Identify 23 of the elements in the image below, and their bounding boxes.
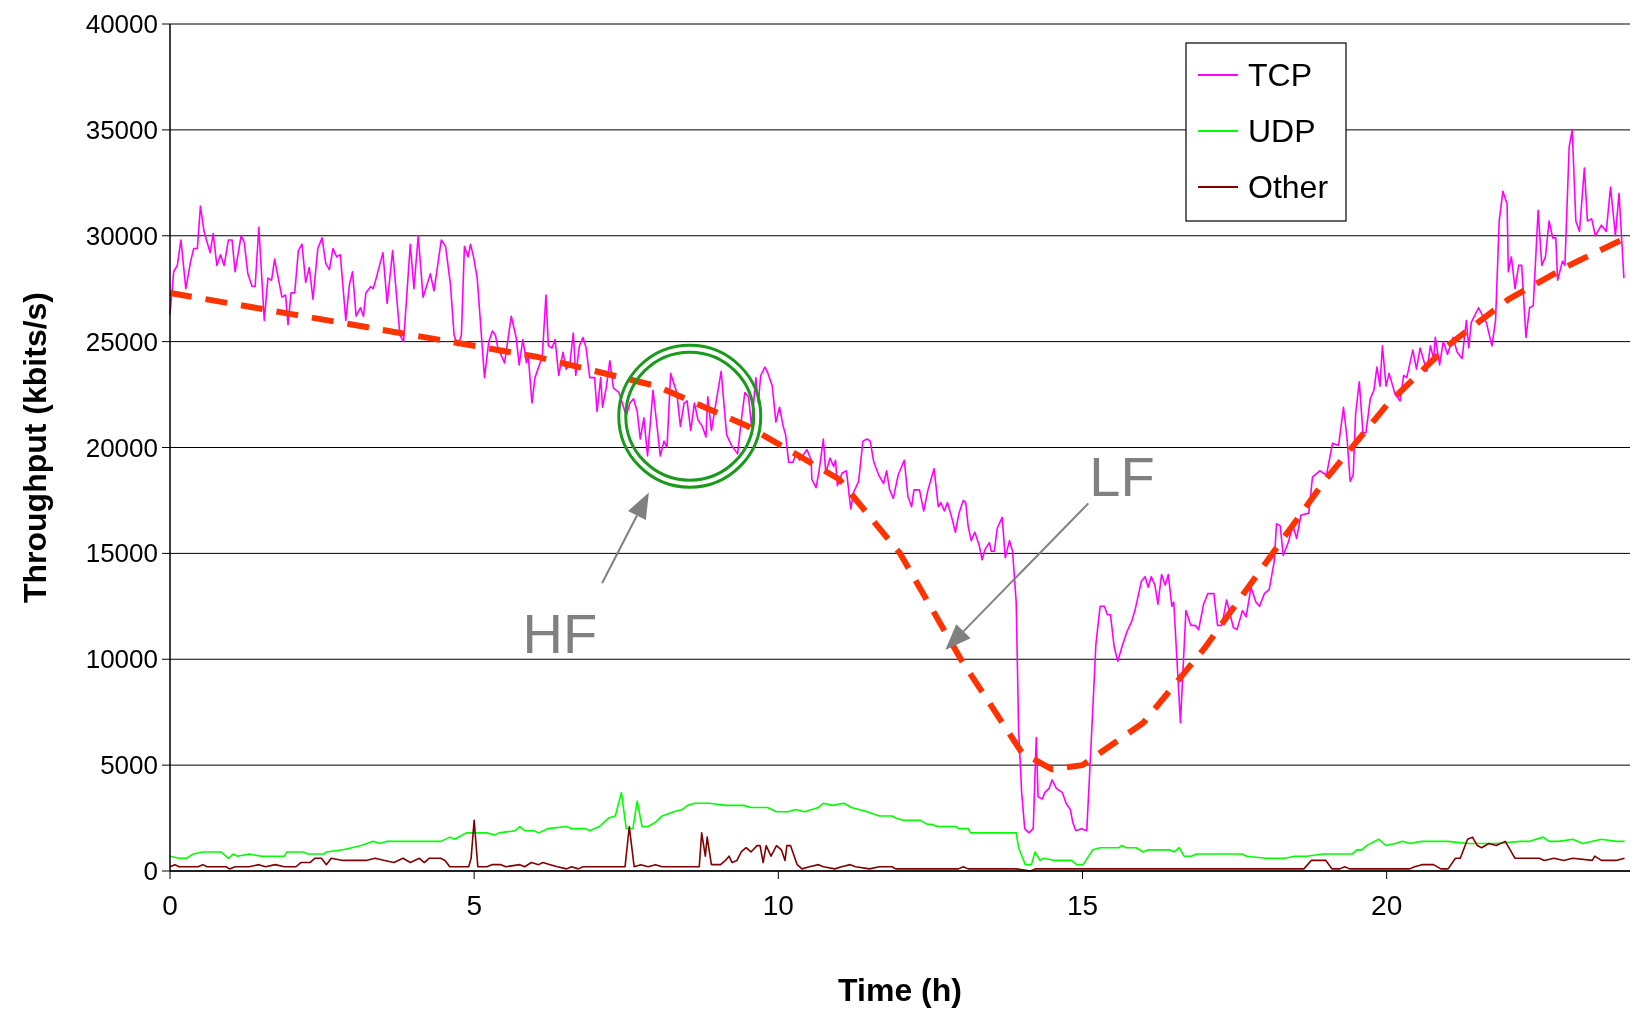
y-tick-label: 20000 bbox=[85, 432, 158, 463]
x-tick-label: 15 bbox=[1066, 890, 1099, 921]
x-tick-label: 0 bbox=[162, 890, 178, 921]
x-tick-label: 10 bbox=[762, 890, 794, 921]
legend-label: UDP bbox=[1248, 113, 1316, 150]
x-tick-label: 5 bbox=[466, 890, 482, 921]
y-tick-label: 15000 bbox=[85, 538, 158, 569]
y-tick-label: 25000 bbox=[85, 326, 158, 357]
y-tick-label: 10000 bbox=[85, 644, 158, 675]
legend-label: Other bbox=[1248, 169, 1329, 206]
y-tick-label: 0 bbox=[143, 856, 158, 887]
y-tick-label: 40000 bbox=[85, 9, 158, 40]
y-tick-label: 30000 bbox=[85, 220, 158, 251]
x-axis-title: Time (h) bbox=[838, 972, 962, 1008]
y-axis-title: Throughput (kbits/s) bbox=[17, 291, 53, 604]
x-tick-label: 20 bbox=[1371, 890, 1403, 921]
y-tick-label: 5000 bbox=[100, 750, 158, 781]
y-tick-label: 35000 bbox=[85, 114, 158, 145]
annotation: HF bbox=[522, 601, 598, 665]
legend-label: TCP bbox=[1248, 57, 1312, 94]
line-series bbox=[169, 819, 1626, 872]
annotation: LF bbox=[1089, 444, 1155, 508]
line-series bbox=[169, 791, 1626, 866]
